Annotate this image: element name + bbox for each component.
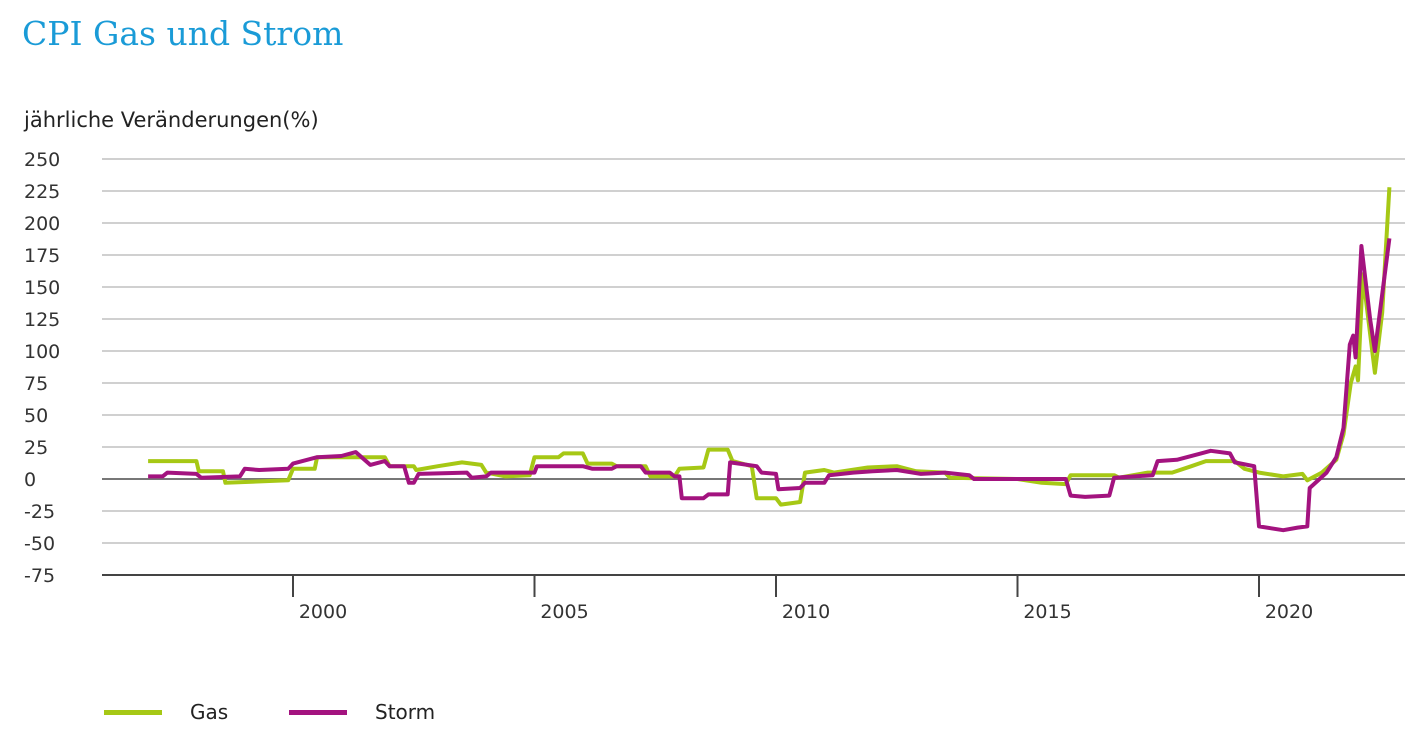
legend-item-storm: Storm — [289, 700, 435, 724]
x-tick-label: 2020 — [1265, 601, 1313, 623]
y-tick-label: 100 — [24, 341, 60, 363]
legend-swatch-storm — [289, 709, 347, 715]
chart-title: CPI Gas und Strom — [22, 14, 344, 53]
x-tick-label: 2005 — [540, 601, 588, 623]
legend-label-storm: Storm — [375, 700, 436, 724]
x-tick-label: 2015 — [1023, 601, 1071, 623]
y-tick-label: 25 — [24, 437, 48, 459]
y-tick-label: 150 — [24, 277, 60, 299]
legend-swatch-gas — [104, 709, 162, 715]
y-tick-label: 0 — [24, 469, 36, 491]
y-tick-label: 225 — [24, 181, 60, 203]
legend-label-gas: Gas — [190, 700, 229, 724]
series-line-storm — [148, 238, 1392, 533]
y-tick-label: -50 — [24, 533, 55, 555]
series-line-gas — [148, 187, 1392, 507]
y-tick-label: 50 — [24, 405, 48, 427]
y-tick-label: 175 — [24, 245, 60, 267]
x-tick-label: 2000 — [299, 601, 347, 623]
legend-item-gas: Gas — [104, 700, 228, 724]
y-tick-label: 75 — [24, 373, 48, 395]
y-tick-label: 200 — [24, 213, 60, 235]
y-tick-label: 250 — [24, 149, 60, 171]
y-tick-label: -75 — [24, 565, 55, 587]
y-axis-label: jährliche Veränderungen(%) — [24, 108, 319, 132]
y-tick-label: -25 — [24, 501, 55, 523]
y-tick-label: 125 — [24, 309, 60, 331]
x-tick-label: 2010 — [782, 601, 830, 623]
